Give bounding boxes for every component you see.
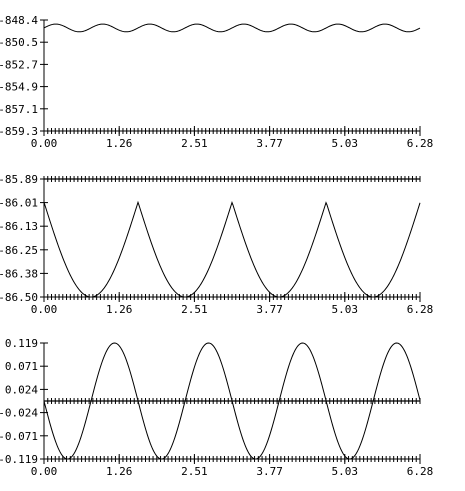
series-curve <box>43 200 421 298</box>
y-tick-label: -86.25 <box>0 244 38 257</box>
y-tick-label: -859.3 <box>0 125 38 138</box>
x-tick-label: 6.28 <box>407 137 434 150</box>
y-tick-label: -86.01 <box>0 197 38 210</box>
chart-panel-middle: 0.00 1.26 2.51 3.77 5.03 6.28 -85.89 -86.01 -86.… <box>0 173 433 316</box>
y-tick-label: -852.7 <box>0 58 38 71</box>
x-tick-label: 0.00 <box>31 303 58 316</box>
x-tick-label: 0.00 <box>31 465 58 478</box>
x-tick-label: 5.03 <box>332 465 359 478</box>
x-tick-label: 1.26 <box>106 303 133 316</box>
y-tick-label: -857.1 <box>0 103 38 116</box>
x-tick-label: 2.51 <box>181 303 208 316</box>
x-tick-label: 1.26 <box>106 465 133 478</box>
y-tick-label: 0.024 <box>5 383 38 396</box>
y-tick-label: -86.13 <box>0 220 38 233</box>
x-tick-label: 2.51 <box>181 137 208 150</box>
x-tick-label: 6.28 <box>407 465 434 478</box>
y-tick-label: -0.071 <box>0 430 38 443</box>
y-tick-label: 0.071 <box>5 360 38 373</box>
x-tick-label: 0.00 <box>31 137 58 150</box>
y-tick-label: -85.89 <box>0 173 38 186</box>
x-tick-label: 5.03 <box>332 303 359 316</box>
x-tick-label: 5.03 <box>332 137 359 150</box>
y-tick-label: -850.5 <box>0 36 38 49</box>
y-tick-label: -0.119 <box>0 453 38 466</box>
x-tick-label: 2.51 <box>181 465 208 478</box>
y-tick-label: -848.4 <box>0 14 38 27</box>
chart-panel-top: 0.00 1.26 2.51 3.77 5.03 6.28 -848.4 -850.5 -852… <box>0 14 433 150</box>
y-tick-label: -854.9 <box>0 81 38 94</box>
y-tick-label: -0.024 <box>0 407 38 420</box>
x-tick-label: 6.28 <box>407 303 434 316</box>
x-tick-label: 1.26 <box>106 137 133 150</box>
x-tick-label: 3.77 <box>256 465 283 478</box>
y-tick-label: -86.38 <box>0 267 38 280</box>
series-curve <box>43 23 421 33</box>
x-tick-label: 3.77 <box>256 303 283 316</box>
chart-panel-bottom: 0.00 1.26 2.51 3.77 5.03 6.28 0.119 0.071 0.024 -… <box>0 337 433 478</box>
y-tick-label: -86.50 <box>0 291 38 304</box>
x-tick-label: 3.77 <box>256 137 283 150</box>
y-tick-label: 0.119 <box>5 337 38 350</box>
